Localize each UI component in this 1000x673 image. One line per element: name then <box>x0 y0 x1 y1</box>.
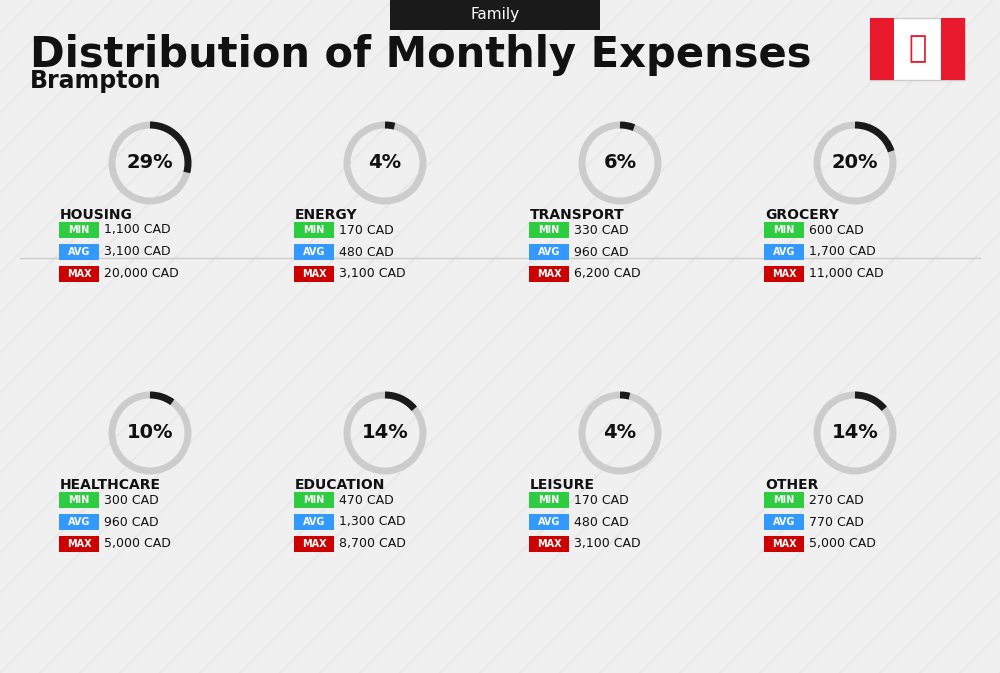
Text: MIN: MIN <box>68 225 90 235</box>
Text: 960 CAD: 960 CAD <box>104 516 159 528</box>
FancyBboxPatch shape <box>59 266 99 282</box>
FancyBboxPatch shape <box>294 536 334 552</box>
FancyBboxPatch shape <box>294 266 334 282</box>
Text: EDUCATION: EDUCATION <box>295 478 385 492</box>
Text: 330 CAD: 330 CAD <box>574 223 629 236</box>
Text: Family: Family <box>470 7 520 22</box>
Text: AVG: AVG <box>303 517 325 527</box>
FancyBboxPatch shape <box>529 222 569 238</box>
Text: 11,000 CAD: 11,000 CAD <box>809 267 884 281</box>
Text: MAX: MAX <box>772 539 796 549</box>
Text: 480 CAD: 480 CAD <box>339 246 394 258</box>
FancyBboxPatch shape <box>390 0 600 30</box>
FancyBboxPatch shape <box>294 492 334 508</box>
Text: HEALTHCARE: HEALTHCARE <box>60 478 161 492</box>
Text: AVG: AVG <box>538 247 560 257</box>
Text: 300 CAD: 300 CAD <box>104 493 159 507</box>
Text: 8,700 CAD: 8,700 CAD <box>339 538 406 551</box>
FancyBboxPatch shape <box>294 244 334 260</box>
Text: 29%: 29% <box>127 153 173 172</box>
Text: AVG: AVG <box>773 247 795 257</box>
Text: 20,000 CAD: 20,000 CAD <box>104 267 179 281</box>
Text: Brampton: Brampton <box>30 69 162 93</box>
Text: 5,000 CAD: 5,000 CAD <box>104 538 171 551</box>
Text: AVG: AVG <box>68 247 90 257</box>
Text: MIN: MIN <box>538 495 560 505</box>
Text: 4%: 4% <box>368 153 402 172</box>
Text: AVG: AVG <box>303 247 325 257</box>
FancyBboxPatch shape <box>941 18 965 80</box>
FancyBboxPatch shape <box>764 514 804 530</box>
Text: AVG: AVG <box>68 517 90 527</box>
Text: 1,700 CAD: 1,700 CAD <box>809 246 876 258</box>
Text: 6,200 CAD: 6,200 CAD <box>574 267 641 281</box>
FancyBboxPatch shape <box>870 18 965 80</box>
Text: GROCERY: GROCERY <box>765 208 839 222</box>
Text: MAX: MAX <box>67 269 91 279</box>
Text: OTHER: OTHER <box>765 478 818 492</box>
Text: 🍁: 🍁 <box>908 34 927 63</box>
FancyBboxPatch shape <box>529 244 569 260</box>
Text: 3,100 CAD: 3,100 CAD <box>104 246 171 258</box>
FancyBboxPatch shape <box>529 514 569 530</box>
Text: 14%: 14% <box>832 423 878 443</box>
Text: HOUSING: HOUSING <box>60 208 133 222</box>
Text: MIN: MIN <box>303 495 325 505</box>
Text: AVG: AVG <box>538 517 560 527</box>
Text: 3,100 CAD: 3,100 CAD <box>339 267 406 281</box>
Text: TRANSPORT: TRANSPORT <box>530 208 625 222</box>
FancyBboxPatch shape <box>870 18 894 80</box>
Text: MIN: MIN <box>303 225 325 235</box>
Text: 170 CAD: 170 CAD <box>574 493 629 507</box>
FancyBboxPatch shape <box>764 266 804 282</box>
FancyBboxPatch shape <box>764 222 804 238</box>
FancyBboxPatch shape <box>294 222 334 238</box>
Text: MAX: MAX <box>302 269 326 279</box>
FancyBboxPatch shape <box>59 222 99 238</box>
Text: 960 CAD: 960 CAD <box>574 246 629 258</box>
FancyBboxPatch shape <box>59 492 99 508</box>
FancyBboxPatch shape <box>59 244 99 260</box>
FancyBboxPatch shape <box>529 266 569 282</box>
Text: MAX: MAX <box>302 539 326 549</box>
Text: ENERGY: ENERGY <box>295 208 358 222</box>
Text: Distribution of Monthly Expenses: Distribution of Monthly Expenses <box>30 34 812 76</box>
Text: MAX: MAX <box>772 269 796 279</box>
FancyBboxPatch shape <box>764 244 804 260</box>
Text: MIN: MIN <box>773 495 795 505</box>
Text: 3,100 CAD: 3,100 CAD <box>574 538 641 551</box>
Text: 14%: 14% <box>362 423 408 443</box>
Text: 470 CAD: 470 CAD <box>339 493 394 507</box>
Text: AVG: AVG <box>773 517 795 527</box>
Text: 480 CAD: 480 CAD <box>574 516 629 528</box>
Text: MIN: MIN <box>538 225 560 235</box>
Text: 270 CAD: 270 CAD <box>809 493 864 507</box>
Text: MAX: MAX <box>537 539 561 549</box>
Text: 600 CAD: 600 CAD <box>809 223 864 236</box>
FancyBboxPatch shape <box>529 492 569 508</box>
FancyBboxPatch shape <box>59 536 99 552</box>
Text: MIN: MIN <box>773 225 795 235</box>
Text: 20%: 20% <box>832 153 878 172</box>
FancyBboxPatch shape <box>529 536 569 552</box>
FancyBboxPatch shape <box>59 514 99 530</box>
Text: LEISURE: LEISURE <box>530 478 595 492</box>
Text: MAX: MAX <box>67 539 91 549</box>
Text: 4%: 4% <box>603 423 637 443</box>
Text: 770 CAD: 770 CAD <box>809 516 864 528</box>
Text: 5,000 CAD: 5,000 CAD <box>809 538 876 551</box>
Text: 170 CAD: 170 CAD <box>339 223 394 236</box>
Text: 10%: 10% <box>127 423 173 443</box>
Text: MAX: MAX <box>537 269 561 279</box>
FancyBboxPatch shape <box>764 536 804 552</box>
FancyBboxPatch shape <box>764 492 804 508</box>
FancyBboxPatch shape <box>294 514 334 530</box>
Text: 1,300 CAD: 1,300 CAD <box>339 516 406 528</box>
Text: 1,100 CAD: 1,100 CAD <box>104 223 171 236</box>
Text: 6%: 6% <box>603 153 637 172</box>
Text: MIN: MIN <box>68 495 90 505</box>
